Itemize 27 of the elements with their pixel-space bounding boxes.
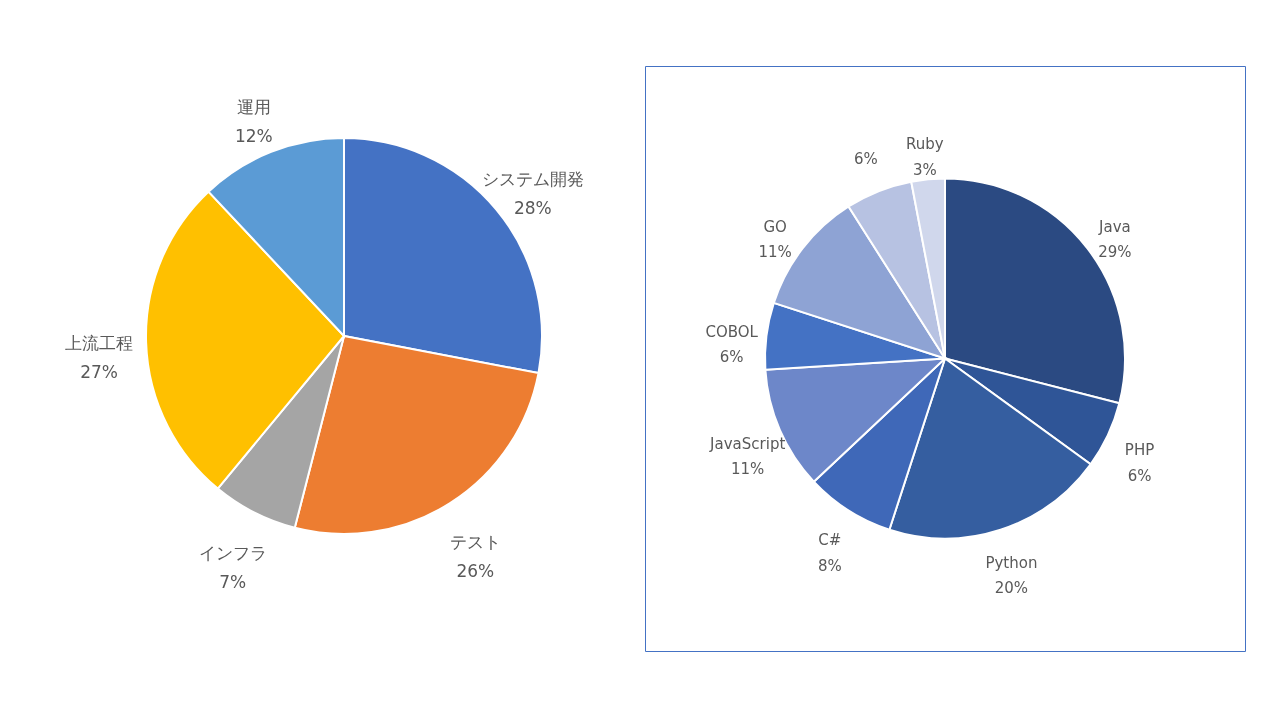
slice-label: テスト — [449, 531, 501, 552]
data-label: 29% — [1098, 243, 1132, 262]
slice-label: システム開発 — [481, 168, 584, 189]
slice-label: Ruby — [905, 135, 944, 154]
data-label: 6% — [853, 149, 878, 168]
slice-label: PHP — [1124, 441, 1155, 460]
slice-label: JavaScript — [709, 434, 786, 453]
data-label: 6% — [1127, 466, 1152, 485]
data-label: 20% — [994, 579, 1029, 598]
data-label: 26% — [456, 560, 495, 581]
data-label: 6% — [719, 348, 744, 367]
slice-label: Python — [985, 553, 1038, 572]
data-label: 11% — [758, 243, 792, 262]
slice-label: Java — [1098, 217, 1131, 236]
data-label: 3% — [912, 160, 937, 179]
slice-label: インフラ — [198, 543, 267, 564]
data-label: 11% — [731, 460, 765, 479]
data-label: 28% — [513, 197, 552, 218]
data-label: 12% — [234, 126, 273, 147]
data-label: 27% — [80, 361, 119, 382]
slice-label: GO — [763, 217, 787, 236]
data-label: 7% — [219, 572, 247, 593]
slice-label: 上流工程 — [65, 332, 134, 353]
slice-label: 運用 — [236, 97, 271, 118]
data-label: 8% — [817, 556, 842, 575]
slice-label: COBOL — [705, 322, 759, 341]
slice-label: C# — [818, 531, 842, 550]
